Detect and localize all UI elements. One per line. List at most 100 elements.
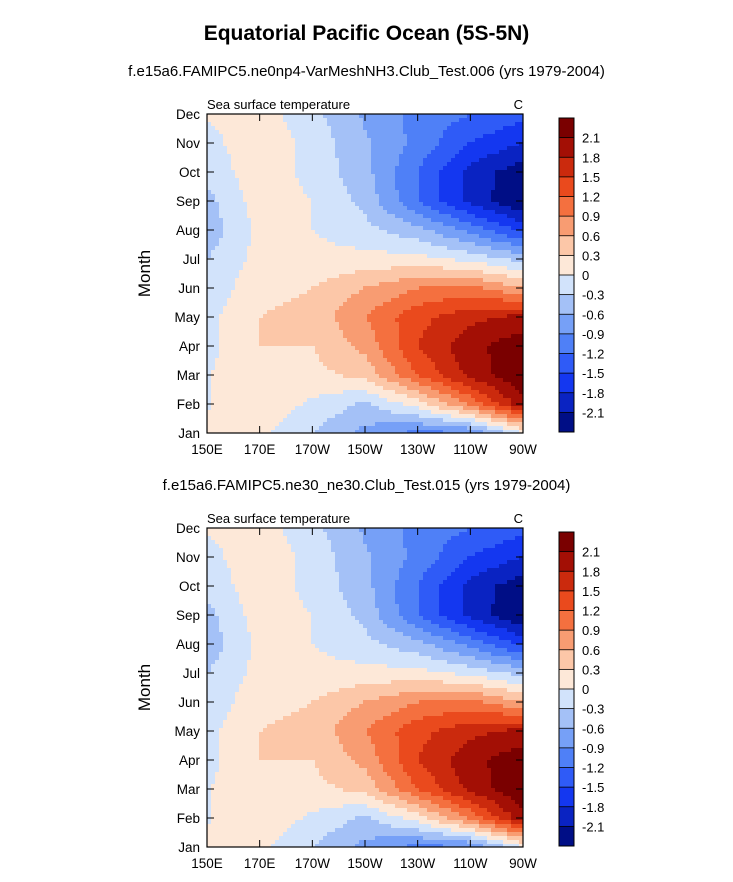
contour-cell (303, 134, 308, 139)
contour-cell (423, 150, 428, 155)
contour-cell (483, 218, 488, 223)
contour-cell (211, 234, 216, 239)
contour-cell (455, 322, 460, 327)
contour-cell (427, 134, 432, 139)
contour-cell (471, 290, 476, 295)
contour-cell (315, 138, 320, 143)
contour-cell (375, 154, 380, 159)
contour-cell (351, 182, 356, 187)
contour-cell (231, 358, 236, 363)
contour-cell (327, 230, 332, 235)
contour-cell (515, 250, 520, 255)
contour-cell (479, 130, 484, 135)
contour-cell (423, 218, 428, 223)
contour-cell (379, 338, 384, 343)
contour-cell (323, 246, 328, 251)
contour-cell (415, 158, 420, 163)
contour-cell (479, 122, 484, 127)
contour-cell (271, 182, 276, 187)
contour-cell (375, 250, 380, 255)
contour-cell (383, 306, 388, 311)
contour-cell (255, 342, 260, 347)
contour-cell (303, 342, 308, 347)
contour-cell (491, 338, 496, 343)
contour-cell (231, 126, 236, 131)
contour-cell (455, 338, 460, 343)
contour-cell (223, 302, 228, 307)
contour-cell (463, 210, 468, 215)
contour-cell (375, 226, 380, 231)
contour-cell (351, 170, 356, 175)
contour-cell (291, 274, 296, 279)
contour-cell (511, 142, 516, 147)
contour-cell (479, 262, 484, 267)
contour-cell (343, 206, 348, 211)
contour-cell (399, 262, 404, 267)
contour-cell (287, 218, 292, 223)
contour-cell (415, 226, 420, 231)
contour-cell (395, 338, 400, 343)
contour-cell (283, 198, 288, 203)
contour-cell (327, 266, 332, 271)
contour-cell (275, 314, 280, 319)
contour-cell (435, 118, 440, 123)
contour-cell (271, 270, 276, 275)
contour-cell (431, 154, 436, 159)
contour-cell (471, 286, 476, 291)
contour-cell (307, 186, 312, 191)
contour-cell (495, 262, 500, 267)
contour-cell (223, 270, 228, 275)
contour-cell (299, 334, 304, 339)
contour-cell (343, 174, 348, 179)
contour-cell (283, 150, 288, 155)
contour-cell (327, 158, 332, 163)
contour-cell (299, 286, 304, 291)
contour-cell (439, 214, 444, 219)
contour-cell (283, 266, 288, 271)
contour-cell (231, 154, 236, 159)
contour-cell (391, 246, 396, 251)
contour-cell (343, 310, 348, 315)
contour-cell (275, 258, 280, 263)
contour-cell (379, 146, 384, 151)
contour-cell (383, 186, 388, 191)
contour-cell (419, 190, 424, 195)
contour-cell (211, 202, 216, 207)
contour-cell (355, 338, 360, 343)
contour-cell (427, 214, 432, 219)
contour-cell (407, 166, 412, 171)
contour-cell (287, 154, 292, 159)
contour-cell (459, 226, 464, 231)
contour-cell (395, 150, 400, 155)
contour-cell (455, 282, 460, 287)
contour-cell (251, 122, 256, 127)
contour-cell (255, 254, 260, 259)
contour-cell (339, 302, 344, 307)
contour-cell (487, 290, 492, 295)
contour-cell (259, 342, 264, 347)
contour-cell (471, 342, 476, 347)
contour-cell (335, 310, 340, 315)
contour-cell (411, 254, 416, 259)
contour-cell (399, 286, 404, 291)
contour-cell (239, 294, 244, 299)
contour-cell (427, 298, 432, 303)
contour-cell (327, 246, 332, 251)
contour-cell (475, 286, 480, 291)
contour-cell (347, 126, 352, 131)
contour-cell (455, 278, 460, 283)
contour-cell (371, 130, 376, 135)
contour-cell (407, 350, 412, 355)
contour-cell (299, 222, 304, 227)
contour-cell (291, 262, 296, 267)
contour-cell (211, 206, 216, 211)
contour-cell (511, 254, 516, 259)
contour-cell (335, 122, 340, 127)
contour-cell (251, 210, 256, 215)
contour-cell (435, 362, 440, 367)
contour-cell (407, 234, 412, 239)
contour-cell (239, 286, 244, 291)
contour-cell (387, 222, 392, 227)
contour-cell (395, 350, 400, 355)
contour-cell (515, 230, 520, 235)
